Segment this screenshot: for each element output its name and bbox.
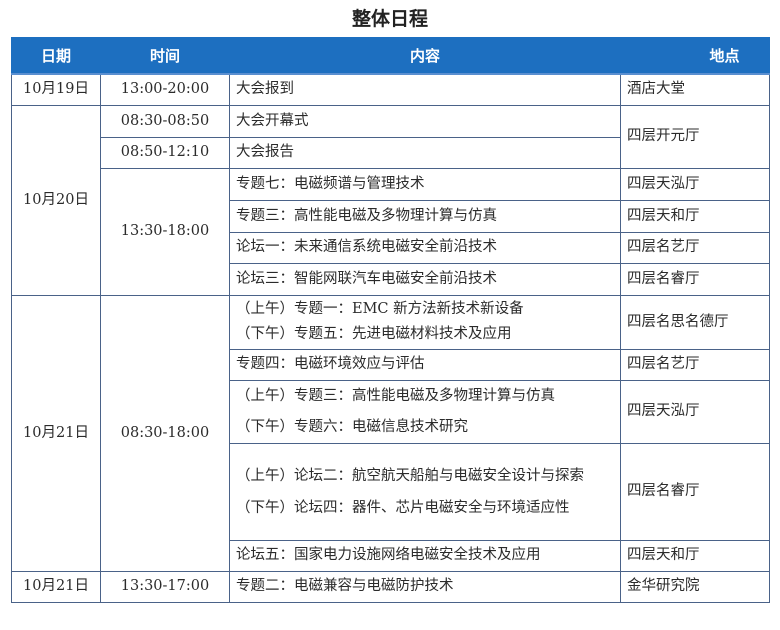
location-cell: 四层天和厅 <box>620 539 770 572</box>
location-cell: 四层天泓厅 <box>620 379 770 444</box>
content-cell: 论坛三：智能网联汽车电磁安全前沿技术 <box>229 262 621 296</box>
content-cell: （上午）论坛二：航空航天船舶与电磁安全设计与探索 （下午）论坛四：器件、芯片电磁… <box>229 442 621 541</box>
table-row: 10月21日 08:30-18:00 （上午）专题一：EMC 新方法新技术新设备… <box>11 294 770 572</box>
content-pm: （下午）论坛四：器件、芯片电磁安全与环境适应性 <box>236 499 570 516</box>
table-header: 日期 时间 内容 地点 <box>11 37 770 75</box>
table-row: 13:30-18:00 专题七：电磁频谱与管理技术 四层天泓厅 <box>12 167 770 296</box>
content-pm: （下午）专题五：先进电磁材料技术及应用 <box>236 326 512 342</box>
table-row: 论坛五：国家电力设施网络电磁安全技术及应用 四层天和厅 <box>12 539 770 572</box>
content-cell: （上午）专题一：EMC 新方法新技术新设备 （下午）专题五：先进电磁材料技术及应… <box>229 294 621 350</box>
location-cell: 酒店大堂 <box>620 73 770 106</box>
time-cell: 13:30-17:00 <box>100 570 230 603</box>
date-cell: 10月21日 <box>11 294 101 572</box>
time-cell: 13:00-20:00 <box>100 73 230 106</box>
table-row: 专题四：电磁环境效应与评估 四层名艺厅 <box>12 348 770 381</box>
table-row: 论坛一：未来通信系统电磁安全前沿技术 四层名艺厅 <box>12 231 770 264</box>
content-am: （上午）专题一：EMC 新方法新技术新设备 <box>236 301 524 317</box>
time-cell: 13:30-18:00 <box>100 167 230 296</box>
time-cell: 08:30-18:00 <box>100 294 230 572</box>
table-row: 10月20日 08:30-08:50 大会开幕式 四层开元厅 <box>11 104 770 296</box>
content-pm: （下午）专题六：电磁信息技术研究 <box>236 418 468 435</box>
content-cell: 论坛五：国家电力设施网络电磁安全技术及应用 <box>229 539 621 572</box>
header-location: 地点 <box>620 37 770 75</box>
table-row: （上午）专题三：高性能电磁及多物理计算与仿真 （下午）专题六：电磁信息技术研究 … <box>12 379 770 444</box>
table-row: 论坛三：智能网联汽车电磁安全前沿技术 四层名睿厅 <box>12 262 770 296</box>
header-date: 日期 <box>11 37 101 75</box>
content-cell: 大会报到 <box>229 73 621 106</box>
time-cell: 08:30-08:50 <box>100 104 230 138</box>
date-cell: 10月19日 <box>11 73 101 106</box>
location-cell: 四层名睿厅 <box>620 442 770 541</box>
table-row: 10月21日 13:30-17:00 专题二：电磁兼容与电磁防护技术 金华研究院 <box>11 570 770 603</box>
location-cell: 四层开元厅 <box>620 104 770 169</box>
date-cell: 10月20日 <box>11 104 101 296</box>
location-cell: 金华研究院 <box>620 570 770 603</box>
table-row: 10月19日 13:00-20:00 大会报到 酒店大堂 <box>11 73 770 106</box>
location-cell: 四层名艺厅 <box>620 348 770 381</box>
date-cell: 10月21日 <box>11 570 101 603</box>
content-cell: 论坛一：未来通信系统电磁安全前沿技术 <box>229 231 621 264</box>
schedule-table: 日期 时间 内容 地点 10月19日 13:00-20:00 大会报到 酒店大堂… <box>11 37 770 603</box>
location-cell: 四层名睿厅 <box>620 262 770 296</box>
content-am: （上午）论坛二：航空航天船舶与电磁安全设计与探索 <box>236 467 584 484</box>
location-cell: 四层天和厅 <box>620 199 770 233</box>
content-cell: 大会报告 <box>229 136 621 169</box>
location-cell: 四层天泓厅 <box>620 167 770 201</box>
location-cell: 四层名艺厅 <box>620 231 770 264</box>
content-am: （上午）专题三：高性能电磁及多物理计算与仿真 <box>236 387 555 404</box>
header-content: 内容 <box>229 37 621 75</box>
header-time: 时间 <box>100 37 230 75</box>
time-cell: 08:50-12:10 <box>100 136 230 169</box>
location-cell: 四层名思名德厅 <box>620 294 770 350</box>
table-row: 08:50-12:10 大会报告 <box>12 136 770 169</box>
content-cell: （上午）专题三：高性能电磁及多物理计算与仿真 （下午）专题六：电磁信息技术研究 <box>229 379 621 444</box>
content-cell: 专题三：高性能电磁及多物理计算与仿真 <box>229 199 621 233</box>
content-cell: 专题七：电磁频谱与管理技术 <box>229 167 621 201</box>
content-cell: 专题二：电磁兼容与电磁防护技术 <box>229 570 621 603</box>
content-cell: 专题四：电磁环境效应与评估 <box>229 348 621 381</box>
content-cell: 大会开幕式 <box>229 104 621 138</box>
page-title: 整体日程 <box>351 8 428 30</box>
